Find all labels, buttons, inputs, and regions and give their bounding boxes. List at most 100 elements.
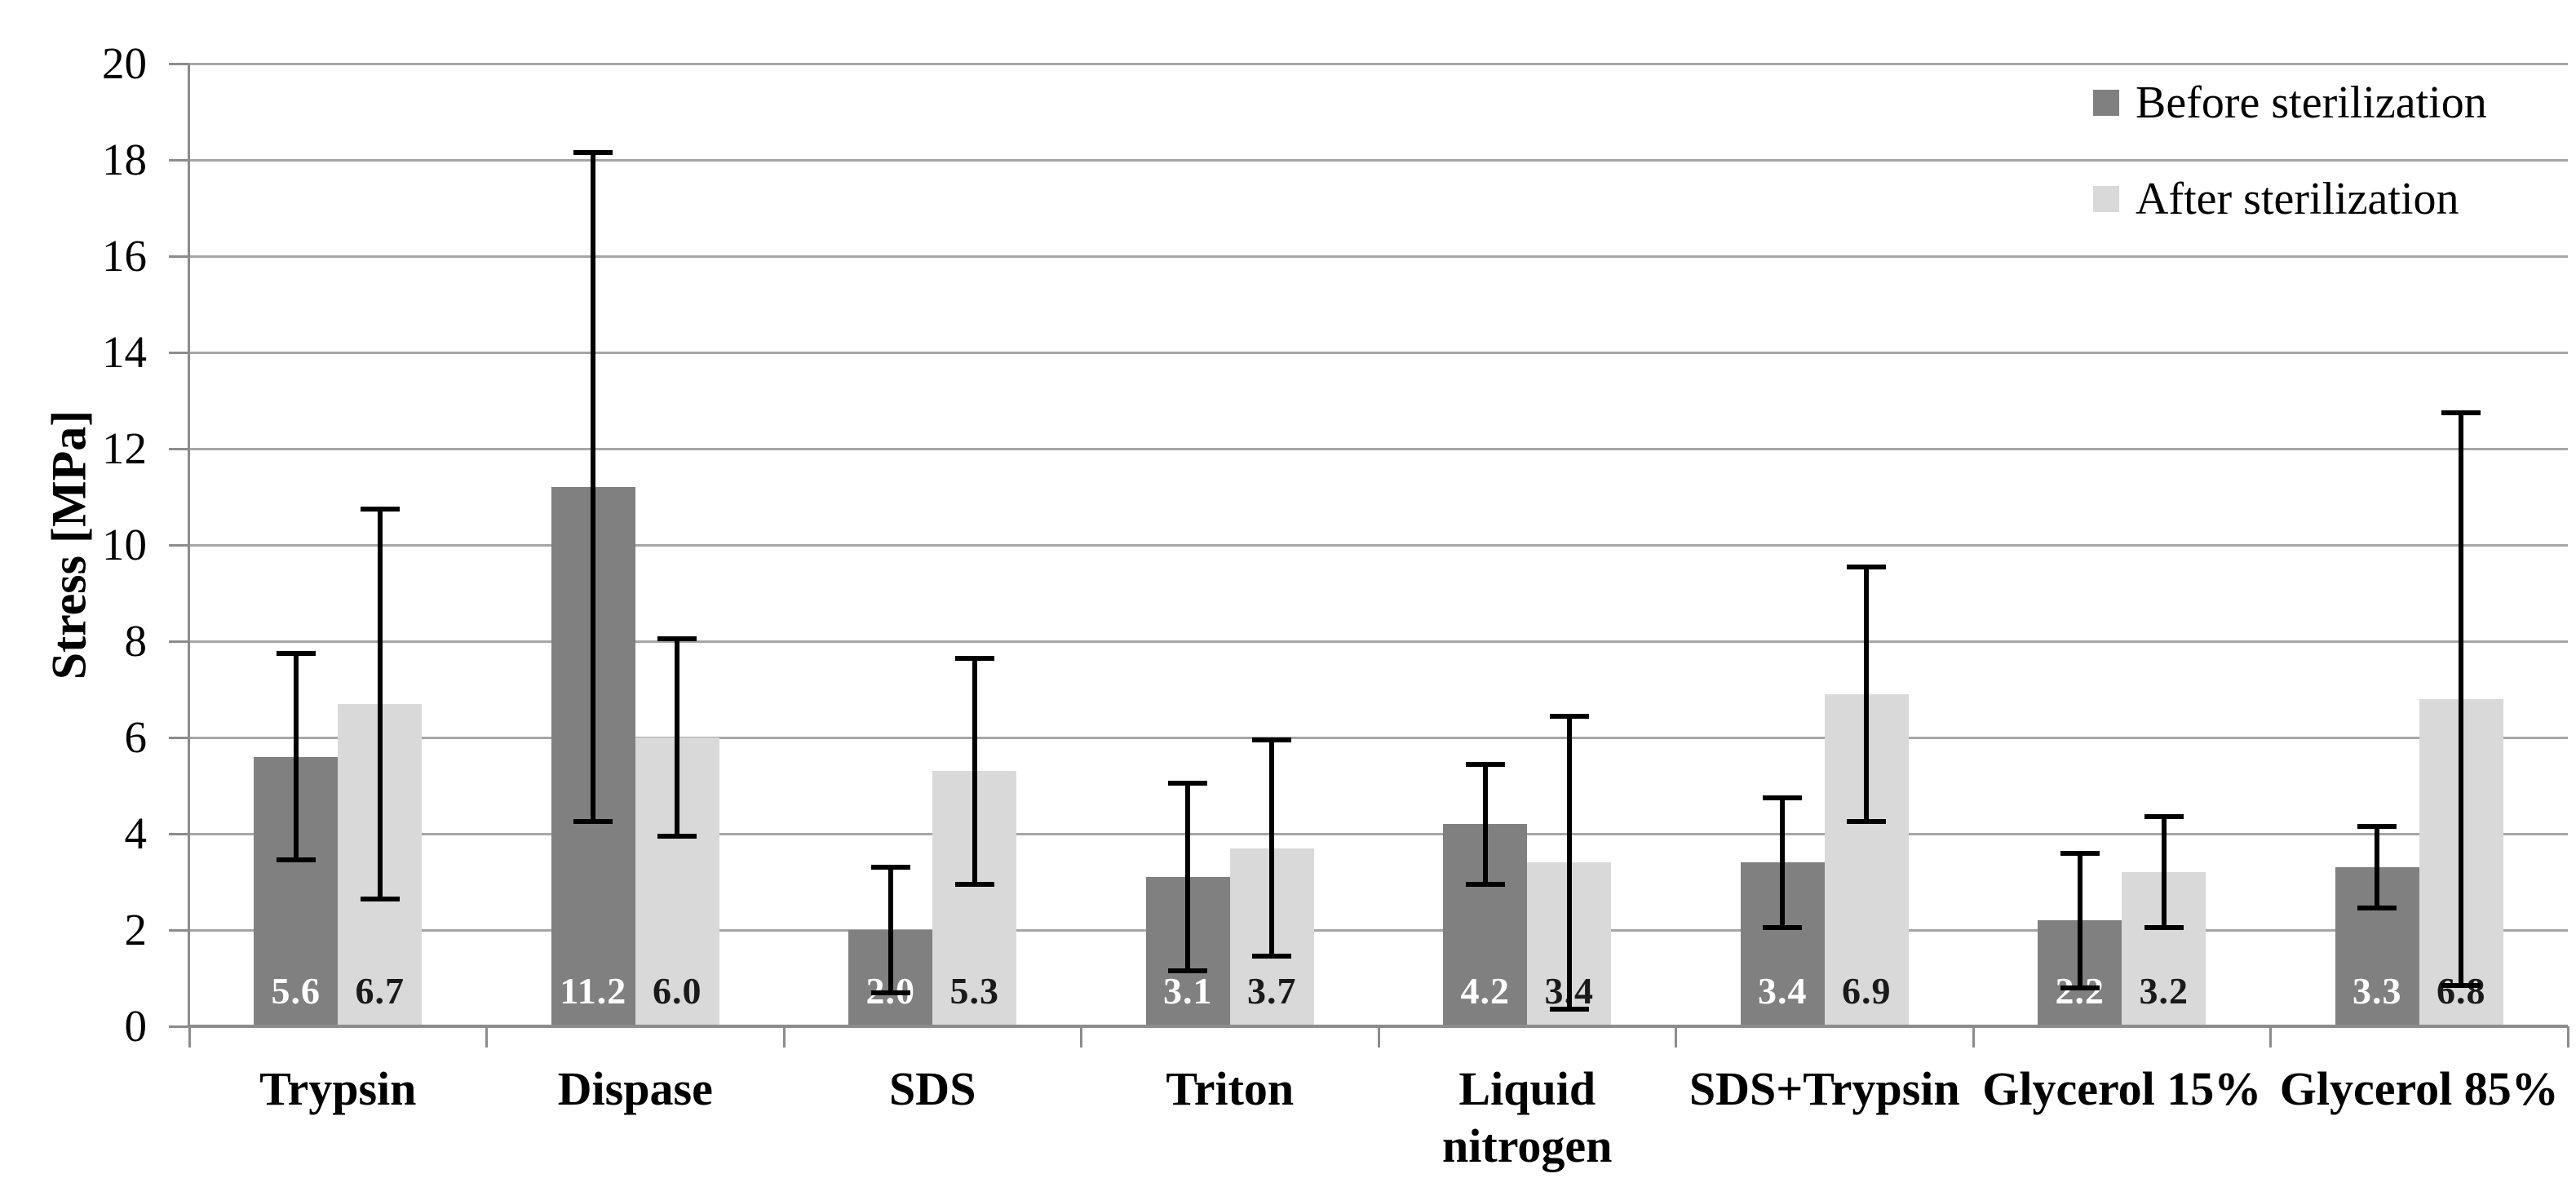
y-tick-label: 2	[124, 905, 148, 954]
error-bar-stem	[377, 506, 383, 901]
y-tick-label: 10	[102, 520, 147, 569]
error-bar-stem	[293, 650, 299, 863]
error-bar-cap-bottom	[1168, 968, 1208, 974]
y-tick	[169, 351, 189, 354]
gridline	[189, 640, 2568, 643]
error-bar-cap-bottom	[1763, 924, 1803, 930]
error-bar	[657, 636, 697, 839]
gridline	[189, 158, 2568, 162]
error-bar-cap-bottom	[1252, 954, 1292, 959]
gridline	[189, 447, 2568, 450]
bar-value-label: 3.4	[1758, 970, 1808, 1012]
error-bar-cap-top	[276, 650, 316, 656]
x-tick	[485, 1026, 488, 1047]
error-bar-cap-bottom	[2441, 982, 2481, 988]
x-category-label: SDS+Trypsin	[1689, 1062, 1960, 1115]
bar-value-label: 11.2	[560, 970, 627, 1012]
y-tick	[169, 543, 189, 547]
bar-value-label: 3.3	[2352, 970, 2402, 1012]
error-bar-cap-top	[1252, 737, 1292, 742]
legend-label: After sterilization	[2136, 174, 2459, 224]
error-bar-cap-bottom	[276, 857, 316, 863]
error-bar-cap-bottom	[1847, 819, 1887, 825]
bar-value-label: 3.7	[1247, 970, 1297, 1012]
legend-label: Before sterilization	[2136, 78, 2487, 128]
x-category-label: Liquid nitrogen	[1442, 1062, 1613, 1172]
gridline	[189, 543, 2568, 547]
error-bar	[1549, 713, 1589, 1012]
error-bar	[2144, 814, 2184, 930]
y-tick	[169, 832, 189, 835]
x-tick	[1675, 1026, 1677, 1047]
error-bar	[1465, 761, 1505, 887]
legend-item-after-sterilization: After sterilization	[2093, 173, 2459, 225]
error-bar-cap-bottom	[657, 833, 697, 839]
y-tick	[169, 447, 189, 450]
bar-value-label: 3.2	[2139, 970, 2189, 1012]
bar-value-label: 3.1	[1163, 970, 1213, 1012]
y-tick-label: 16	[102, 231, 147, 281]
y-tick-label: 12	[102, 423, 147, 473]
error-bar-stem	[1566, 713, 1572, 1012]
x-tick	[1080, 1026, 1082, 1047]
error-bar	[360, 506, 400, 901]
gridline	[189, 928, 2568, 932]
error-bar-cap-top	[2357, 824, 2397, 830]
y-tick-label: 20	[102, 38, 147, 88]
y-tick-label: 0	[124, 1001, 148, 1051]
error-bar	[2357, 824, 2397, 911]
error-bar-cap-bottom	[1549, 1007, 1589, 1012]
error-bar	[276, 650, 316, 863]
error-bar-stem	[591, 150, 596, 825]
error-bar-cap-top	[1465, 761, 1505, 767]
error-bar-cap-top	[1168, 781, 1208, 786]
legend-item-before-sterilization: Before sterilization	[2093, 77, 2487, 129]
x-category-label: Glycerol 15%	[1982, 1062, 2262, 1115]
x-tick	[188, 1026, 191, 1047]
error-bar-cap-bottom	[954, 881, 994, 887]
x-tick	[2566, 1026, 2569, 1047]
y-tick-label: 18	[102, 135, 147, 184]
error-bar-stem	[1864, 564, 1870, 825]
y-tick	[169, 640, 189, 643]
bar-value-label: 4.2	[1460, 970, 1510, 1012]
error-bar-cap-bottom	[573, 819, 613, 825]
error-bar-stem	[972, 655, 977, 887]
gridline	[189, 351, 2568, 354]
error-bar-cap-bottom	[360, 896, 400, 901]
y-tick-label: 6	[124, 712, 148, 762]
bar-value-label: 6.0	[653, 970, 702, 1012]
x-category-label: Triton	[1166, 1062, 1295, 1115]
error-bar	[1168, 781, 1208, 974]
gridline	[189, 255, 2568, 258]
x-tick	[782, 1026, 786, 1047]
error-bar-stem	[1269, 737, 1275, 959]
gridline	[189, 736, 2568, 739]
y-tick	[169, 736, 189, 739]
x-category-label: Dispase	[557, 1062, 713, 1115]
error-bar-stem	[2077, 850, 2082, 990]
error-bar-cap-bottom	[2357, 906, 2397, 911]
error-bar-cap-top	[2441, 410, 2481, 415]
gridline	[189, 62, 2568, 65]
y-tick	[169, 158, 189, 162]
y-axis-title: Stress [MPa]	[42, 410, 96, 680]
error-bar-cap-bottom	[2144, 924, 2184, 930]
error-bar-stem	[887, 865, 893, 995]
error-bar-cap-top	[1847, 564, 1887, 569]
error-bar-cap-top	[573, 150, 613, 156]
x-tick	[2269, 1026, 2272, 1047]
y-tick	[169, 928, 189, 932]
error-bar-stem	[1780, 795, 1786, 930]
error-bar-cap-bottom	[2060, 985, 2100, 990]
y-tick	[169, 1025, 189, 1028]
legend-swatch	[2093, 90, 2119, 116]
error-bar-stem	[2459, 410, 2464, 988]
y-axis-line	[188, 64, 190, 1026]
legend-swatch	[2093, 186, 2119, 212]
error-bar-cap-top	[360, 506, 400, 512]
error-bar-cap-bottom	[870, 990, 910, 995]
x-tick	[1972, 1026, 1975, 1047]
error-bar	[573, 150, 613, 825]
